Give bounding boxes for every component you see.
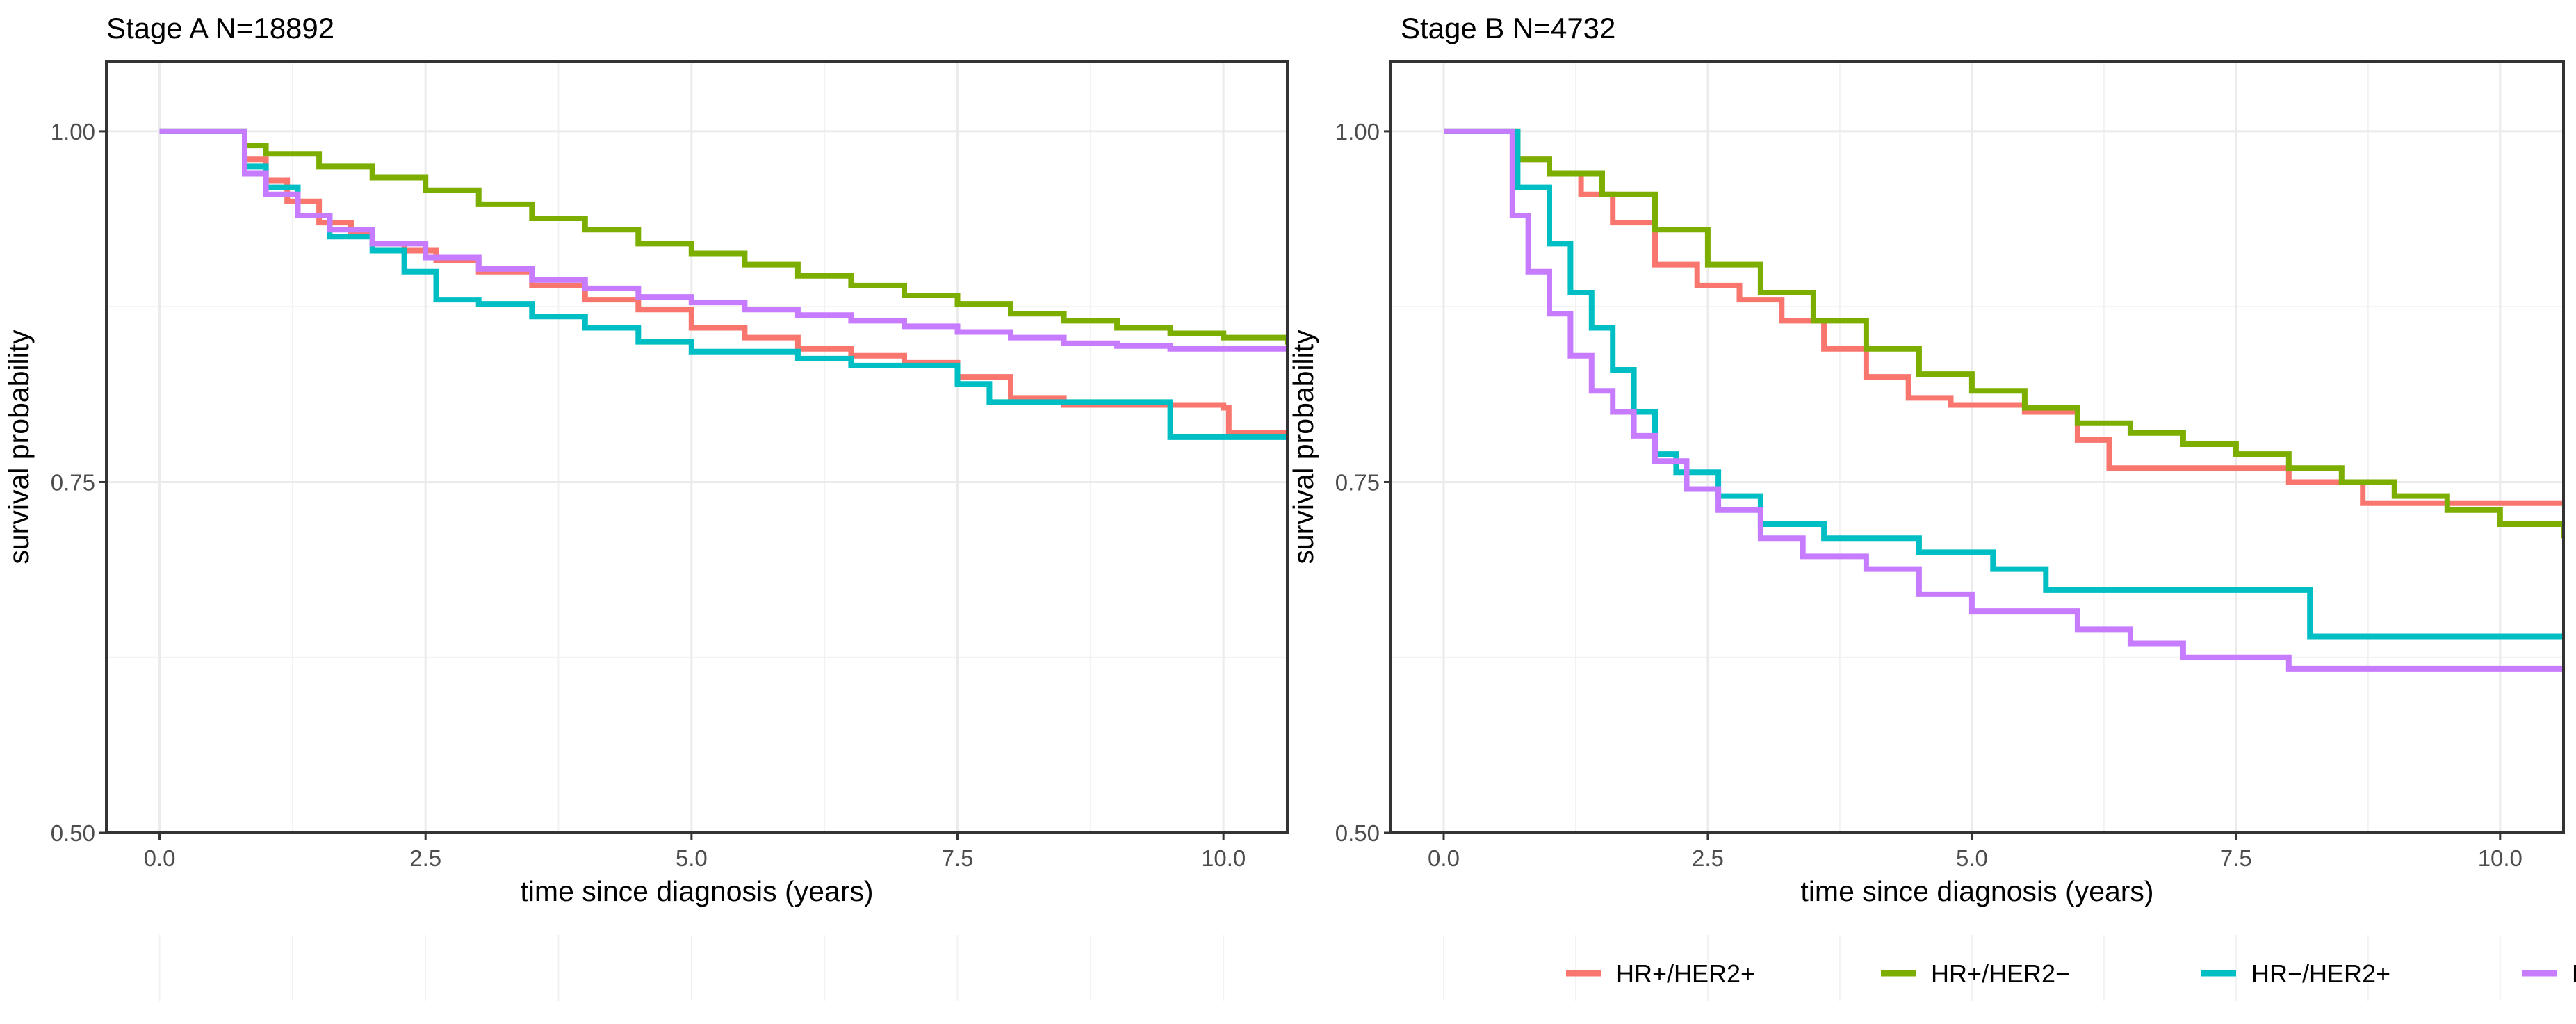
y-tick-label: 0.50 (1335, 820, 1380, 846)
x-tick-label: 2.5 (1692, 845, 1724, 871)
panel-title: Stage B N=4732 (1401, 12, 1615, 44)
x-axis-title: time since diagnosis (years) (520, 875, 873, 907)
panel-title: Stage A N=18892 (106, 12, 334, 44)
series-line-hr-her2 (1444, 128, 2563, 539)
y-axis-title: survival probability (1287, 330, 1319, 564)
x-tick-label: 5.0 (1956, 845, 1988, 871)
plot-area (1391, 61, 2563, 833)
plot-area (106, 61, 1287, 833)
series-line-hr-her2 (1444, 128, 2563, 640)
x-tick-label: 0.0 (1428, 845, 1460, 871)
series-group (159, 128, 1287, 440)
x-tick-label: 10.0 (1201, 845, 1246, 871)
x-tick-label: 10.0 (2478, 845, 2522, 871)
plot-border (1389, 60, 2565, 834)
legend-label: HR+/HER2+ (1616, 959, 1755, 988)
x-tick-label: 2.5 (409, 845, 441, 871)
panel-stage-a: Stage A N=18892 0.50 0.75 1.00 0.0 2.5 5.0 7.5 1… (3, 12, 1289, 1001)
series-line-hr-her2 (159, 128, 1287, 345)
legend-label: HR−/HER2+ (2251, 959, 2390, 988)
y-axis-title: survival probability (3, 330, 35, 564)
legend: HR+/HER2+ HR+/HER2− HR−/HER2+ HR−/HER2− (1566, 959, 2576, 988)
y-tick-label: 0.50 (51, 820, 95, 846)
x-tick-label: 0.0 (144, 845, 176, 871)
plot-border (105, 60, 1289, 834)
series-group (1444, 128, 2563, 672)
y-tick-label: 0.75 (1335, 469, 1380, 495)
panel-stage-b: Stage B N=4732 0.50 0.75 1.00 0.0 2.5 5.0 7.5 10… (1287, 12, 2565, 1001)
x-axis-title: time since diagnosis (years) (1800, 875, 2153, 907)
x-tick-label: 7.5 (2220, 845, 2252, 871)
x-tick-label: 5.0 (676, 845, 708, 871)
series-line-hr-her2 (1444, 128, 2563, 672)
legend-label: HR−/HER2− (2572, 959, 2576, 988)
y-tick-label: 1.00 (51, 119, 95, 145)
y-tick-label: 0.75 (51, 469, 95, 495)
y-tick-label: 1.00 (1335, 119, 1380, 145)
x-tick-label: 7.5 (942, 845, 974, 871)
legend-label: HR+/HER2− (1931, 959, 2070, 988)
series-line-hr-her2 (159, 128, 1287, 352)
series-line-hr-her2 (1444, 128, 2563, 506)
